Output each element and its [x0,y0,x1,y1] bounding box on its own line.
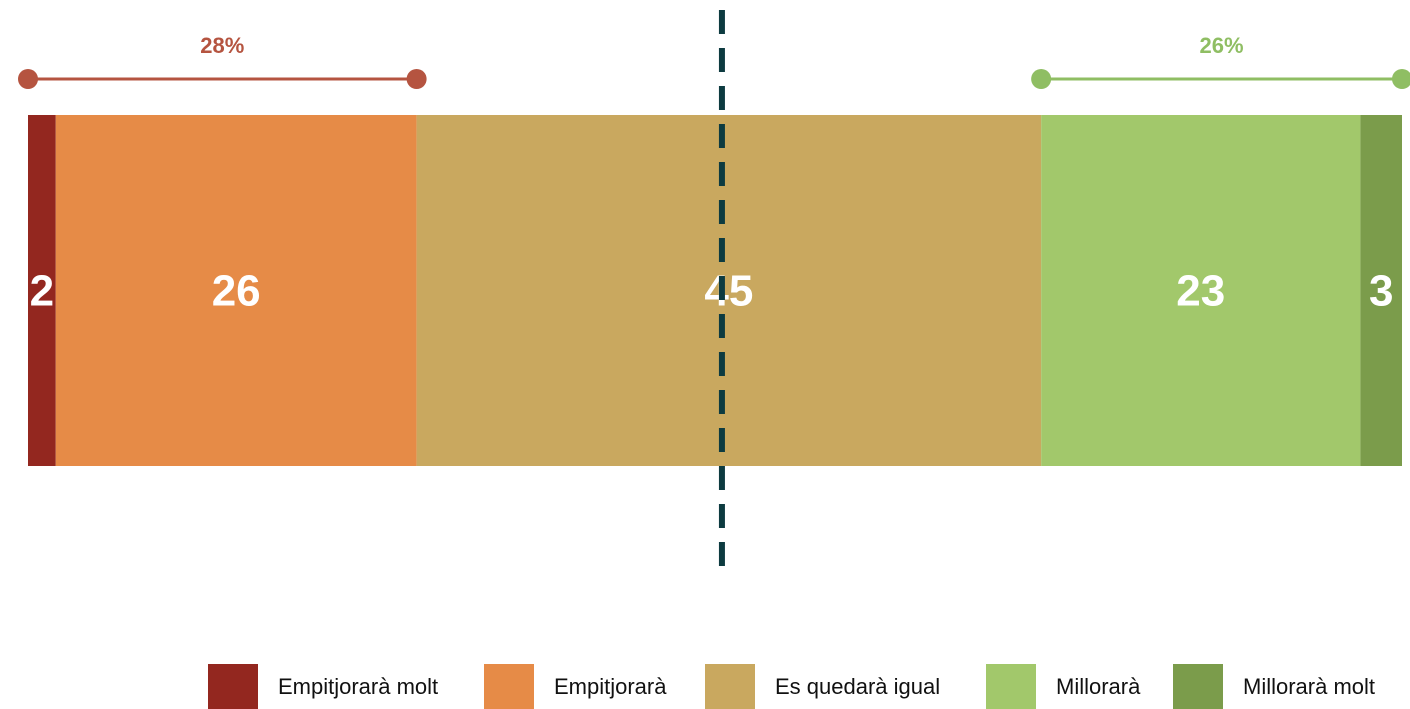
legend-item-millorara-molt: Millorarà molt [1173,664,1375,709]
data-label: 2 [30,267,54,316]
chart-canvas: 2 26 45 23 3 28% 26% [18,10,1410,572]
legend-item-es-quedara-igual: Es quedarà igual [705,664,940,709]
legend-swatch [986,664,1036,709]
bar-segment [55,115,417,466]
legend-swatch [208,664,258,709]
legend-label: Millorarà molt [1243,673,1376,699]
legend-label: Millorarà [1056,673,1141,699]
bar-segment [1360,115,1402,466]
bar-segment [1041,115,1361,466]
legend-label: Es quedarà igual [775,673,941,699]
legend-item-millorara: Millorarà [986,664,1140,709]
legend-label: Empitjorarà molt [278,673,439,699]
chart-legend: Empitjorarà molt Empitjorarà Es quedarà … [0,664,1410,709]
legend-swatch [1173,664,1223,709]
legend-label: Empitjorarà [554,673,667,699]
data-label: 3 [1369,267,1393,316]
bar-segment [416,115,1042,466]
bracket-endpoint [406,69,427,89]
data-label: 45 [704,267,753,316]
legend-item-empitjorara-molt: Empitjorarà molt [208,664,438,709]
bracket-label: 26% [1200,33,1244,58]
legend-swatch [484,664,534,709]
bracket-endpoint [18,69,38,89]
bar-segment [28,115,56,466]
legend-item-empitjorara: Empitjorarà [484,664,666,709]
data-label: 23 [1176,267,1225,316]
legend-swatch [705,664,755,709]
bracket-endpoint [1392,69,1410,89]
bracket-endpoint [1031,69,1052,89]
data-label: 26 [212,267,261,316]
bracket-label: 28% [200,33,244,58]
